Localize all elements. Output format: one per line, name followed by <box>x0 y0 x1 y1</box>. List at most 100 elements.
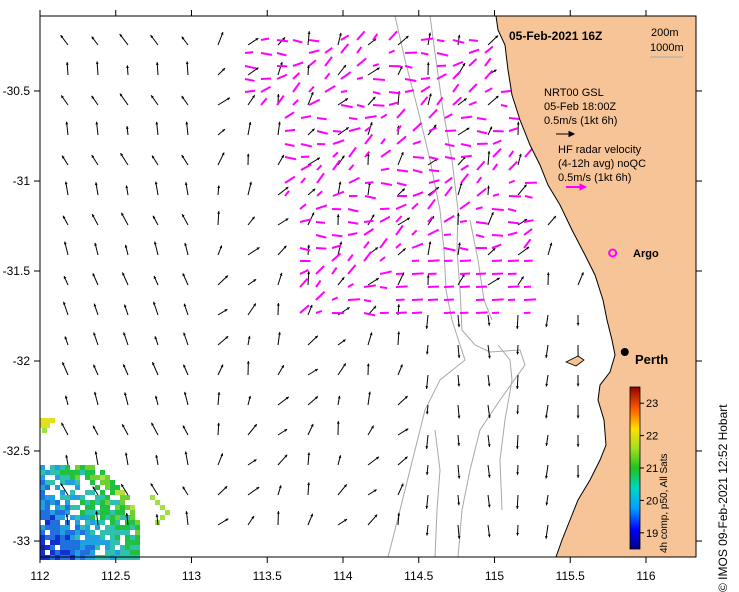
hf-arrow <box>428 189 437 197</box>
x-tick-label: 114.5 <box>404 569 433 583</box>
sst-pixel <box>100 535 105 540</box>
sst-pixel <box>40 495 45 500</box>
sst-pixel <box>90 510 95 515</box>
sst-pixel <box>105 500 110 505</box>
hf-arrow <box>315 234 327 239</box>
sst-pixel <box>55 510 60 515</box>
hf-arrow <box>363 312 376 317</box>
hf-arrow <box>316 130 329 135</box>
sst-pixel <box>100 510 105 515</box>
hf-arrow <box>491 298 504 301</box>
gsl-arrow <box>247 67 259 76</box>
credit-text: © IMOS 09-Feb-2021 12:52 Hobart <box>716 404 730 592</box>
gsl-arrow <box>277 364 285 376</box>
gsl-arrow <box>367 332 373 346</box>
gsl-arrow <box>576 404 580 419</box>
perth-marker[interactable] <box>620 348 629 356</box>
sst-pixel <box>110 535 115 540</box>
gsl-arrow <box>182 486 189 496</box>
gsl-arrow <box>94 451 99 466</box>
gsl-arrow <box>277 485 282 496</box>
hf-arrow <box>468 39 479 42</box>
gsl-arrow <box>457 98 467 106</box>
gsl-arrow <box>276 302 280 316</box>
hf-arrow <box>348 164 355 171</box>
land-mass <box>495 15 697 558</box>
hf-arrow <box>523 298 537 301</box>
sst-pixel <box>90 520 95 525</box>
hf-arrow <box>363 251 373 262</box>
gsl-arrow <box>337 64 347 76</box>
gsl-arrow <box>457 314 461 328</box>
gsl-arrow <box>337 455 342 466</box>
sst-pixel <box>110 485 115 490</box>
hf-arrow <box>364 151 371 158</box>
gsl-arrow <box>125 185 129 196</box>
sst-pixel <box>45 505 50 510</box>
hf-arrow <box>356 30 366 41</box>
gsl-arrow <box>397 483 404 496</box>
hf-arrow <box>331 244 342 249</box>
hf-arrow <box>363 299 372 303</box>
hf-arrow <box>436 73 447 80</box>
sst-pixel <box>120 490 125 495</box>
hf-arrow <box>299 269 309 275</box>
hf-arrow <box>356 46 363 54</box>
hf-arrow <box>276 73 288 80</box>
hf-arrow <box>380 167 390 171</box>
gsl-arrow <box>124 244 129 256</box>
hf-arrow <box>508 179 516 184</box>
hf-arrow <box>484 57 492 67</box>
hf-arrow <box>299 247 311 252</box>
hf-arrow <box>315 221 326 224</box>
gsl-arrow <box>456 212 460 226</box>
hf-arrow <box>372 91 381 95</box>
hf-arrow <box>420 77 431 80</box>
gsl-arrow <box>337 484 348 496</box>
sst-pixel <box>55 530 60 535</box>
sst-pixel <box>105 510 110 515</box>
gsl-arrow <box>306 65 310 76</box>
hf-arrow <box>395 203 407 210</box>
sst-pixel <box>90 470 95 475</box>
hf-arrow <box>404 89 415 93</box>
hf-arrow <box>299 304 310 314</box>
gsl-arrow <box>119 33 129 46</box>
sst-pixel <box>80 550 85 555</box>
hf-arrow <box>348 146 357 158</box>
hf-arrow <box>284 175 296 184</box>
sst-pixel <box>125 545 130 550</box>
gsl-arrow <box>367 277 380 286</box>
sst-pixel <box>85 530 90 535</box>
hf-arrow <box>523 228 533 236</box>
gsl-legend-title: NRT00 GSL <box>544 87 604 99</box>
hf-arrow <box>460 115 473 119</box>
hf-arrow <box>324 84 336 93</box>
argo-float-marker[interactable] <box>608 248 618 258</box>
gsl-arrow <box>123 304 129 316</box>
gsl-arrow <box>121 423 129 436</box>
y-tick-label: -32.5 <box>3 444 31 458</box>
sst-pixel <box>105 485 110 490</box>
sst-pixel <box>40 500 45 505</box>
gsl-arrow <box>152 215 159 226</box>
sst-pixel <box>90 535 95 540</box>
sst-pixel <box>65 530 70 535</box>
sst-pixel <box>75 530 80 535</box>
hf-arrow <box>476 117 487 121</box>
gsl-arrow <box>120 152 129 166</box>
sst-pixel <box>95 510 100 515</box>
sst-pixel <box>40 510 45 515</box>
sst-pixel <box>70 515 75 520</box>
sst-pixel <box>115 485 120 490</box>
sst-pixel <box>70 495 75 500</box>
sst-pixel <box>80 540 85 545</box>
gsl-arrow <box>65 514 69 526</box>
sst-pixel <box>75 525 80 530</box>
hf-arrow <box>347 264 357 275</box>
gsl-arrow <box>247 37 259 46</box>
hf-arrow <box>364 195 377 200</box>
sst-pixel <box>50 525 55 530</box>
gsl-arrow <box>277 121 281 136</box>
sst-pixel <box>60 480 65 485</box>
